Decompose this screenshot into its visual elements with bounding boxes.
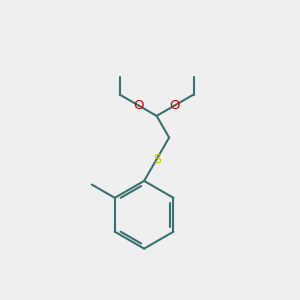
Text: O: O xyxy=(169,99,180,112)
Text: S: S xyxy=(153,153,160,166)
Text: O: O xyxy=(134,99,144,112)
